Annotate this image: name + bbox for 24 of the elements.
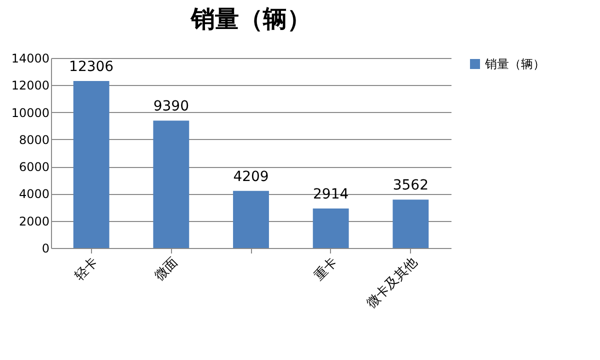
data-label: 2914 (313, 186, 349, 202)
x-tick-label: 重卡 (312, 254, 341, 284)
bar (312, 208, 349, 248)
chart-title: 销量（辆） (190, 5, 311, 33)
data-label: 9390 (153, 98, 189, 115)
data-label: 3562 (392, 178, 428, 194)
x-tick-label: 轻卡 (72, 254, 102, 284)
bar (73, 80, 110, 248)
data-label: 4209 (233, 168, 269, 185)
y-tick-label: 6000 (18, 160, 50, 174)
y-tick-label: 10000 (11, 106, 50, 120)
bar (153, 120, 190, 248)
y-tick-label: 0 (42, 242, 50, 256)
y-tick-label: 4000 (18, 187, 50, 202)
bar (233, 190, 269, 248)
y-tick-label: 2000 (18, 214, 50, 228)
y-tick-label: 12000 (11, 78, 50, 93)
x-tick-label: 微卡及其他 (364, 254, 421, 312)
bar (392, 200, 429, 248)
y-tick-label: 8000 (18, 132, 50, 147)
data-label: 12306 (69, 58, 114, 75)
x-tick-label: 微面 (152, 254, 182, 284)
legend-label: 销量（辆） (484, 57, 545, 71)
y-tick-label: 14000 (11, 52, 50, 66)
